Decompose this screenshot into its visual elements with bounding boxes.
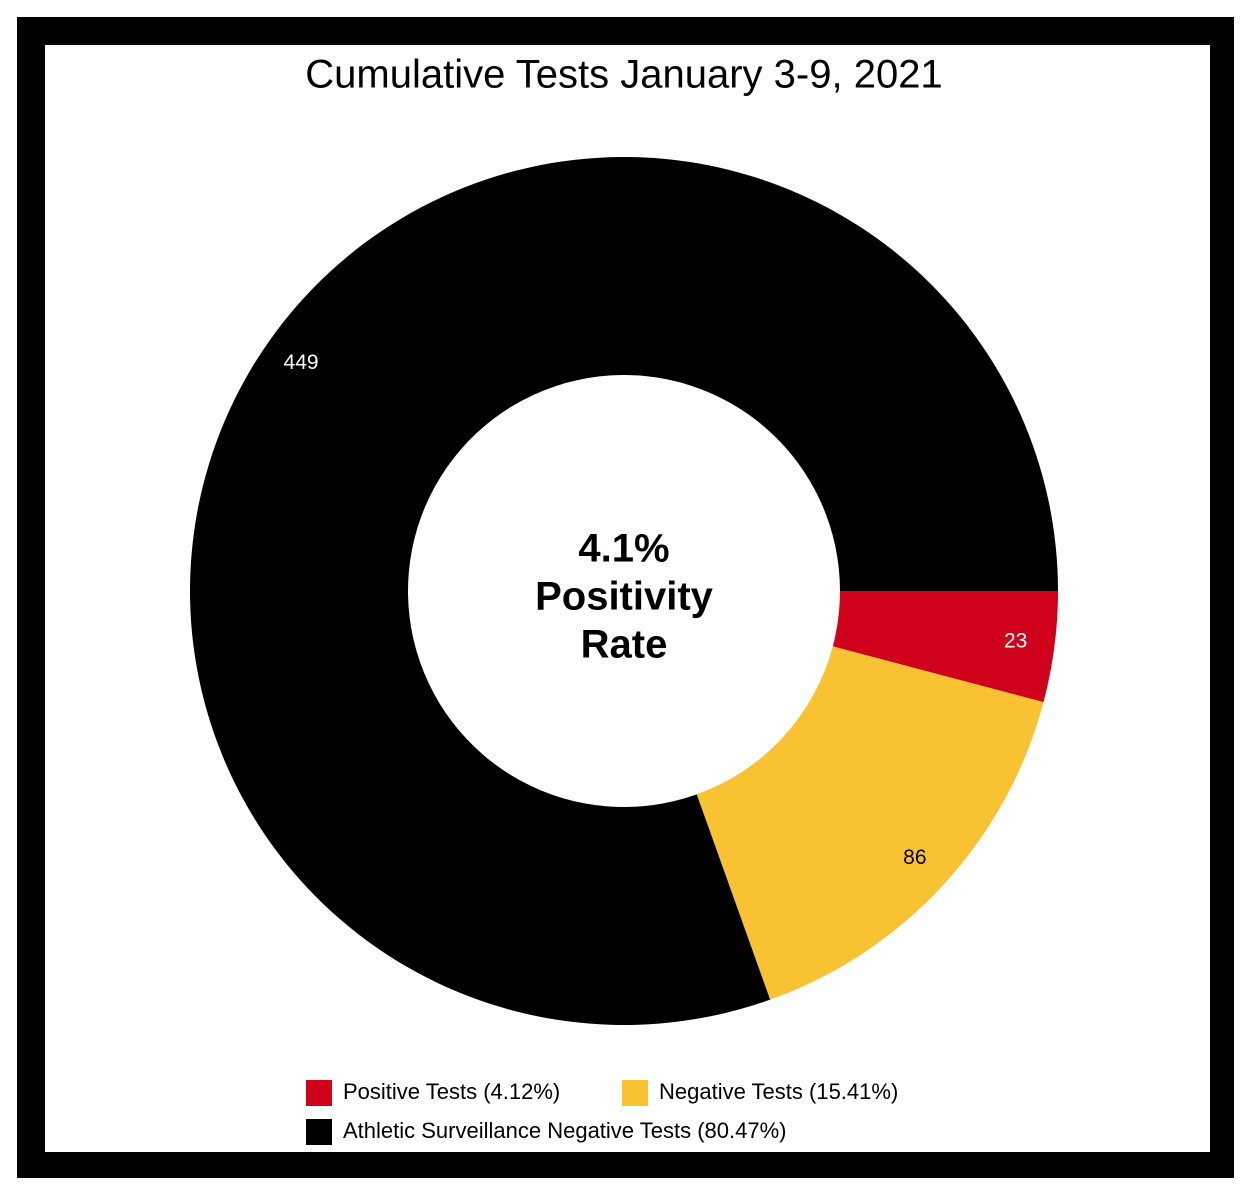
- legend-swatch: [306, 1080, 332, 1106]
- legend-label: Athletic Surveillance Negative Tests (80…: [343, 1118, 786, 1143]
- slice: [832, 591, 1058, 703]
- legend-label: Negative Tests (15.41%): [659, 1079, 898, 1104]
- data-label: 23: [1004, 630, 1027, 653]
- legend-swatch: [622, 1080, 648, 1106]
- legend-label: Positive Tests (4.12%): [343, 1079, 560, 1104]
- chart-title: Cumulative Tests January 3-9, 2021: [305, 53, 942, 97]
- center-label: Rate: [581, 623, 668, 667]
- slice: [696, 646, 1044, 1000]
- slice: [190, 157, 1058, 1025]
- data-label: 86: [903, 846, 926, 869]
- legend-swatch: [306, 1119, 332, 1145]
- center-label: 4.1%: [578, 527, 669, 571]
- data-label: 449: [284, 351, 319, 374]
- center-label: Positivity: [535, 575, 714, 619]
